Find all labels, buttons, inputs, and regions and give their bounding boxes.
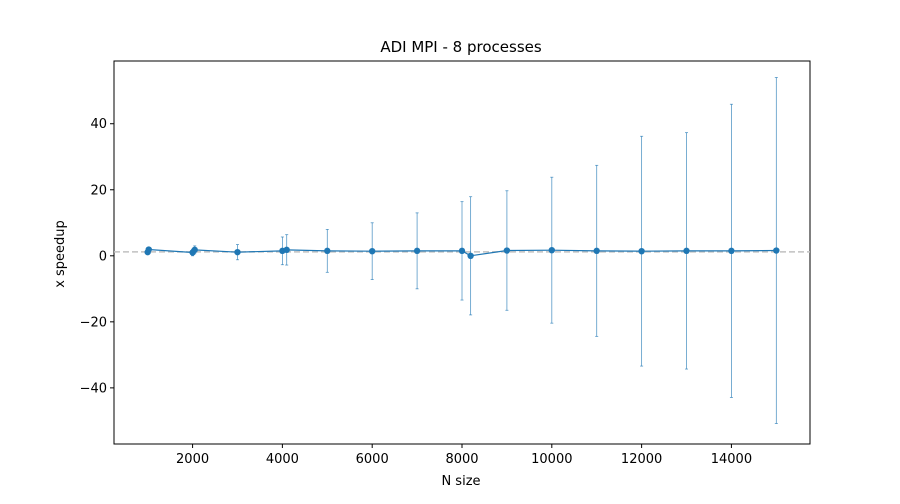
data-point — [728, 247, 735, 255]
x-tick-label: 6000 — [356, 452, 389, 467]
data-point — [283, 246, 290, 254]
data-point — [503, 247, 511, 254]
x-tick-label: 8000 — [445, 452, 478, 467]
data-point — [638, 247, 645, 255]
x-tick-label: 14000 — [711, 452, 752, 467]
data-point — [548, 246, 556, 254]
x-tick-label: 4000 — [266, 452, 299, 467]
data-point — [683, 247, 690, 255]
x-tick-label: 12000 — [621, 452, 662, 467]
x-tick-label: 2000 — [176, 452, 209, 467]
data-point — [413, 247, 421, 255]
data-point — [773, 247, 780, 254]
data-point — [467, 252, 474, 260]
data-point — [368, 247, 376, 255]
data-point — [234, 248, 241, 256]
data-point — [191, 246, 198, 254]
chart-title: ADI MPI - 8 processes — [380, 38, 542, 56]
data-point — [458, 247, 466, 255]
data-point — [324, 247, 331, 255]
y-tick-label: −20 — [80, 315, 107, 330]
data-point — [593, 247, 600, 255]
y-tick-label: 40 — [90, 117, 107, 132]
y-tick-label: 20 — [90, 183, 107, 198]
data-point — [145, 246, 152, 253]
x-axis-label: N size — [441, 474, 480, 489]
y-axis-label: x speedup — [53, 220, 68, 288]
y-tick-label: 0 — [99, 249, 107, 264]
x-tick-label: 10000 — [531, 452, 572, 467]
y-tick-label: −40 — [80, 381, 107, 396]
